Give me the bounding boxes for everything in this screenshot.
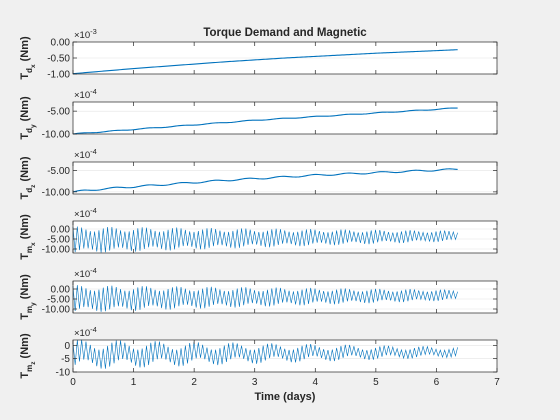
y-tick-label: -5.00 xyxy=(47,107,70,118)
axes-box xyxy=(72,339,498,373)
subplot-6: -10 -5 0 ×10-4 Tmz (Nm) 0 1 2 3 4 5 6 7 Time (days) xyxy=(19,325,500,403)
y-exponent-label: ×10-3 xyxy=(74,27,97,41)
series-line xyxy=(72,49,458,75)
y-exponent-label: ×10-4 xyxy=(74,266,97,280)
y-axis-label: Tdx (Nm) xyxy=(19,36,37,80)
series-line xyxy=(72,285,458,312)
axes-box xyxy=(72,101,498,135)
series-line xyxy=(72,226,458,253)
y-tick-label: 0 xyxy=(64,341,70,352)
y-axis-label: Tmy (Nm) xyxy=(19,274,37,320)
y-tick-label: -10.00 xyxy=(42,187,71,198)
series-line xyxy=(72,107,458,135)
axes-background xyxy=(73,162,497,194)
y-tick-label: -10.00 xyxy=(42,245,71,256)
x-tick-label: 6 xyxy=(434,377,440,388)
subplot-1: -1.00 -0.50 0.00×10-3 Tdx (Nm) Torque Demand… xyxy=(19,27,498,81)
y-tick-label: -5.00 xyxy=(47,235,70,246)
y-axis-label: Tmz (Nm) xyxy=(19,333,37,379)
x-tick-label: 1 xyxy=(131,377,137,388)
y-tick-label: -10.00 xyxy=(42,130,71,141)
axes-box xyxy=(72,161,498,195)
y-tick-label: 0.00 xyxy=(51,38,71,49)
subplot-3: -10.00 -5.00 ×10-4 Tdz (Nm) xyxy=(19,147,498,199)
subplot-4: -10.00-5.000.00×10-4 Tmx (Nm) xyxy=(19,206,498,260)
y-axis-label: Tmx (Nm) xyxy=(19,214,37,260)
subplot-2: -10.00 -5.00 ×10-4 Tdy (Nm) xyxy=(19,87,498,141)
x-tick-label: 0 xyxy=(70,377,76,388)
y-tick-label: -10 xyxy=(56,368,71,379)
y-axis-label: Tdz (Nm) xyxy=(19,156,37,199)
x-tick-label: 3 xyxy=(252,377,258,388)
axes-background xyxy=(73,221,497,253)
y-exponent-label: ×10-4 xyxy=(74,206,97,220)
y-exponent-label: ×10-4 xyxy=(74,147,97,161)
x-tick-label: 4 xyxy=(313,377,319,388)
y-exponent-label: ×10-4 xyxy=(74,87,97,101)
subplot-5: -10.00-5.000.00×10-4 Tmy (Nm) xyxy=(19,266,498,320)
axes-box xyxy=(72,280,498,314)
series-line xyxy=(72,339,458,369)
y-tick-label: -5.00 xyxy=(47,166,70,177)
axes-box xyxy=(72,220,498,254)
x-tick-label: 5 xyxy=(373,377,379,388)
y-tick-label: -5.00 xyxy=(47,295,70,306)
x-tick-label: 2 xyxy=(191,377,197,388)
y-tick-label: -5 xyxy=(61,354,70,365)
y-tick-label: -0.50 xyxy=(47,54,70,65)
y-axis-label: Tdy (Nm) xyxy=(19,96,37,140)
x-axis-label: Time (days) xyxy=(255,391,316,403)
y-exponent-label: ×10-4 xyxy=(74,325,97,339)
series-line xyxy=(72,168,458,193)
y-tick-label: 0.00 xyxy=(51,225,71,236)
y-tick-label: -1.00 xyxy=(47,70,70,81)
axes-background xyxy=(73,340,497,372)
x-tick-label: 7 xyxy=(494,377,500,388)
chart-title: Torque Demand and Magnetic xyxy=(203,27,367,39)
y-tick-label: 0.00 xyxy=(51,285,71,296)
axes-background xyxy=(73,281,497,313)
y-tick-label: -10.00 xyxy=(42,305,71,316)
